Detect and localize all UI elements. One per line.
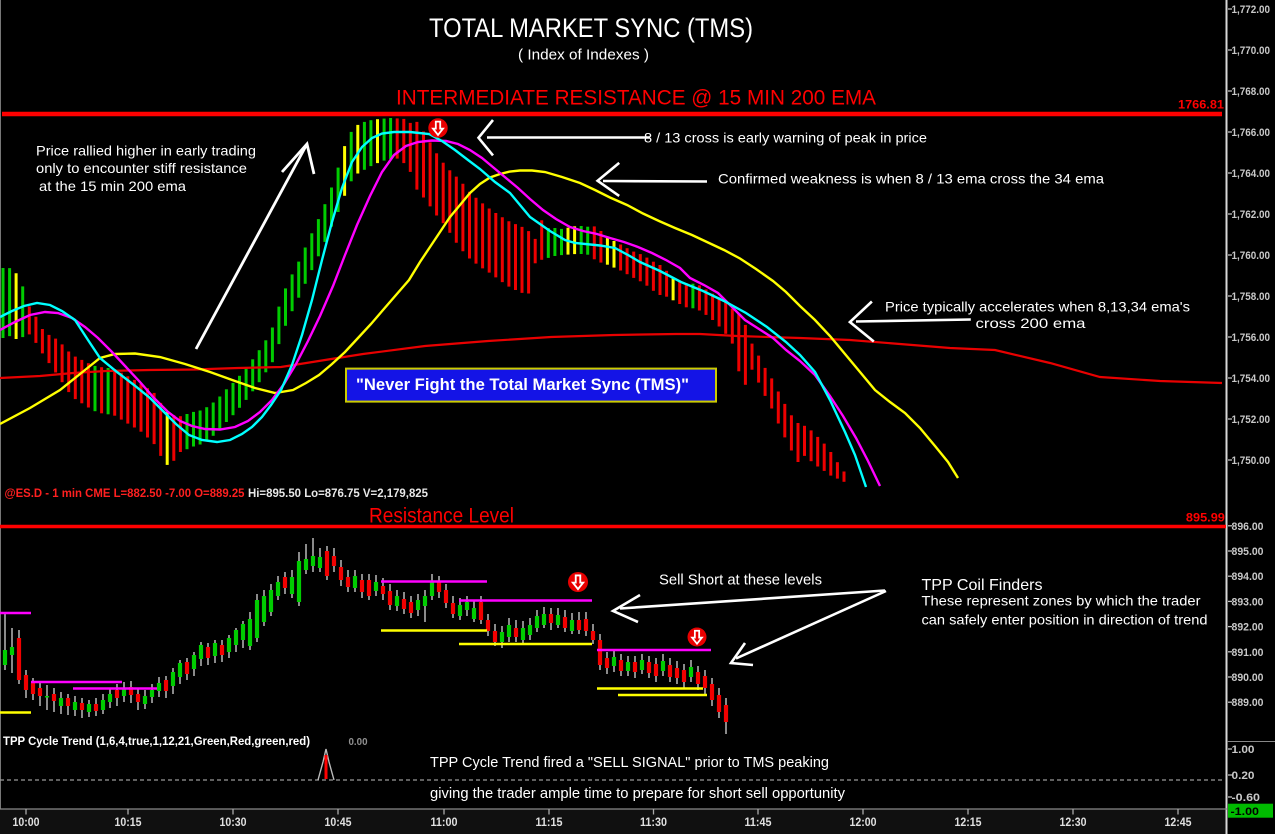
svg-text:1,766.00: 1,766.00 [1232, 127, 1271, 139]
svg-text:12:15: 12:15 [955, 817, 983, 829]
svg-text:( Index of Indexes ): ( Index of Indexes ) [518, 48, 649, 64]
svg-text:891.00: 891.00 [1232, 647, 1264, 659]
svg-text:12:30: 12:30 [1060, 817, 1087, 829]
svg-text:1,758.00: 1,758.00 [1232, 291, 1271, 303]
svg-text:at the 15 min 200 ema: at the 15 min 200 ema [39, 178, 186, 194]
svg-text:1,762.00: 1,762.00 [1232, 209, 1271, 221]
svg-text:1.00: 1.00 [1232, 744, 1255, 756]
svg-text:1,754.00: 1,754.00 [1232, 373, 1271, 385]
svg-text:Hi=895.50 Lo=876.75 V=2,179,: Hi=895.50 Lo=876.75 V=2,179,825 [248, 488, 429, 500]
svg-text:Confirmed weakness is when 8 /: Confirmed weakness is when 8 / 13 ema cr… [718, 171, 1104, 187]
svg-text:894.00: 894.00 [1232, 571, 1264, 583]
svg-text:TPP Coil Finders: TPP Coil Finders [922, 577, 1043, 594]
svg-text:Resistance Level: Resistance Level [369, 504, 514, 528]
svg-text:8 / 13 cross is early warning: 8 / 13 cross is early warning of peak in… [644, 130, 927, 146]
svg-text:11:30: 11:30 [640, 817, 667, 829]
svg-text:@ES.D - 1 min CME L=882.50: @ES.D - 1 min CME L=882.50 -7.00 O=889.2… [5, 488, 246, 500]
svg-text:TPP Cycle Trend fired a "SELL: TPP Cycle Trend fired a "SELL SIGNAL" pr… [430, 754, 829, 771]
svg-text:1,764.00: 1,764.00 [1232, 168, 1271, 180]
svg-text:-0.60: -0.60 [1232, 792, 1261, 804]
svg-text:895.00: 895.00 [1232, 546, 1264, 558]
svg-text:"Never Fight the Total Market: "Never Fight the Total Market Sync (TMS)… [356, 375, 689, 394]
svg-text:Price typically accelerates wh: Price typically accelerates when 8,13,34… [885, 299, 1190, 315]
svg-text:11:00: 11:00 [431, 817, 458, 829]
svg-text:895.99: 895.99 [1186, 512, 1225, 524]
svg-text:These represent zones by which: These represent zones by which the trade… [922, 593, 1201, 609]
svg-text:cross 200 ema: cross 200 ema [976, 315, 1086, 331]
svg-text:10:00: 10:00 [13, 817, 40, 829]
svg-text:1766.81: 1766.81 [1178, 100, 1225, 112]
svg-text:1,750.00: 1,750.00 [1232, 455, 1271, 467]
svg-text:Price rallied higher in early: Price rallied higher in early trading [36, 143, 256, 159]
svg-text:0.20: 0.20 [1232, 770, 1255, 782]
svg-text:10:45: 10:45 [325, 817, 353, 829]
svg-text:889.00: 889.00 [1232, 697, 1264, 709]
svg-text:1,752.00: 1,752.00 [1232, 414, 1271, 426]
svg-text:893.00: 893.00 [1232, 596, 1264, 608]
svg-text:1,768.00: 1,768.00 [1232, 86, 1271, 98]
svg-text:12:45: 12:45 [1165, 817, 1193, 829]
svg-text:11:15: 11:15 [536, 817, 564, 829]
svg-text:-1.00: -1.00 [1231, 806, 1260, 818]
svg-text:giving the trader ample time t: giving the trader ample time to prepare … [430, 785, 845, 802]
svg-text:11:45: 11:45 [745, 817, 773, 829]
svg-text:1,770.00: 1,770.00 [1232, 45, 1271, 57]
svg-text:TPP Cycle Trend (1,6,4,true,1,: TPP Cycle Trend (1,6,4,true,1,12,21,Gree… [3, 736, 310, 748]
svg-text:0.00: 0.00 [349, 736, 368, 748]
svg-text:Sell Short at these levels: Sell Short at these levels [659, 573, 822, 589]
svg-text:1,756.00: 1,756.00 [1232, 332, 1271, 344]
svg-text:890.00: 890.00 [1232, 672, 1264, 684]
svg-text:10:15: 10:15 [115, 817, 143, 829]
svg-text:10:30: 10:30 [220, 817, 247, 829]
svg-text:can safely enter position in d: can safely enter position in direction o… [922, 612, 1208, 628]
svg-text:only to encounter stiff resist: only to encounter stiff resistance [36, 160, 247, 176]
svg-text:TOTAL MARKET SYNC (TMS): TOTAL MARKET SYNC (TMS) [429, 13, 753, 43]
svg-text:12:00: 12:00 [850, 817, 877, 829]
svg-text:896.00: 896.00 [1232, 521, 1264, 533]
svg-text:1,772.00: 1,772.00 [1232, 4, 1271, 16]
svg-text:INTERMEDIATE RESISTANCE @ 15 M: INTERMEDIATE RESISTANCE @ 15 MIN 200 EMA [396, 86, 876, 109]
svg-text:892.00: 892.00 [1232, 622, 1264, 634]
svg-text:1,760.00: 1,760.00 [1232, 250, 1271, 262]
